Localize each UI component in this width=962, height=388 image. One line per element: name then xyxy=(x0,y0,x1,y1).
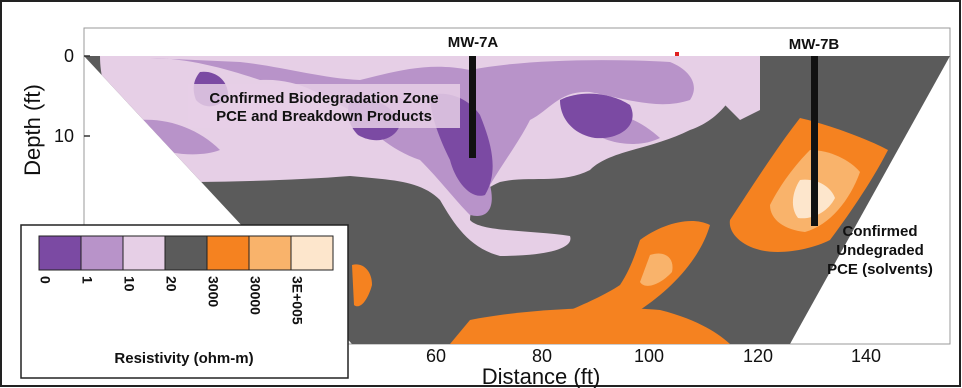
y-axis: 0 10 Depth (ft) xyxy=(20,46,90,176)
biodeg-annotation-line1: Confirmed Biodegradation Zone xyxy=(209,90,438,107)
legend-labels: 0 1 10 20 3000 30000 3E+005 xyxy=(37,276,305,325)
legend-label: 3E+005 xyxy=(289,276,305,325)
legend-label: 1 xyxy=(79,276,95,284)
y-axis-label: Depth (ft) xyxy=(20,84,45,176)
undeg-annotation-line2: Undegraded xyxy=(836,242,924,259)
legend-swatch xyxy=(164,235,208,271)
purple-mid-zone xyxy=(150,58,694,216)
well-line-mw-7b xyxy=(811,56,818,226)
x-tick-100: 100 xyxy=(634,346,664,366)
legend-swatch xyxy=(80,235,124,271)
undeg-annotation-line1: Confirmed xyxy=(843,223,918,240)
legend-swatches xyxy=(38,235,334,271)
x-axis-label: Distance (ft) xyxy=(482,364,601,388)
y-tick-10: 10 xyxy=(54,126,74,146)
well-line-mw-7a xyxy=(469,56,476,158)
legend-label: 20 xyxy=(163,276,179,292)
x-axis: 60 80 100 120 140 Distance (ft) xyxy=(426,346,881,388)
x-tick-120: 120 xyxy=(743,346,773,366)
biodeg-label-backdrop xyxy=(188,84,460,128)
legend-label: 0 xyxy=(37,276,53,284)
legend-label: 3000 xyxy=(205,276,221,307)
x-tick-60: 60 xyxy=(426,346,446,366)
x-tick-80: 80 xyxy=(532,346,552,366)
legend-swatch xyxy=(206,235,250,271)
undeg-annotation-line3: PCE (solvents) xyxy=(827,261,933,278)
legend-swatch xyxy=(290,235,334,271)
surface-marker xyxy=(675,52,679,56)
legend-swatch xyxy=(248,235,292,271)
x-tick-140: 140 xyxy=(851,346,881,366)
y-tick-0: 0 xyxy=(64,46,74,66)
legend-label: 30000 xyxy=(247,276,263,315)
well-label-mw-7a: MW-7A xyxy=(448,34,499,51)
legend-swatch xyxy=(38,235,82,271)
well-label-mw-7b: MW-7B xyxy=(789,36,840,53)
legend-swatch xyxy=(122,235,166,271)
biodeg-annotation-line2: PCE and Breakdown Products xyxy=(216,108,432,125)
legend-title: Resistivity (ohm-m) xyxy=(114,350,253,367)
legend-label: 10 xyxy=(121,276,137,292)
legend: 0 1 10 20 3000 30000 3E+005 Resistivity (ohm-m… xyxy=(20,224,349,379)
